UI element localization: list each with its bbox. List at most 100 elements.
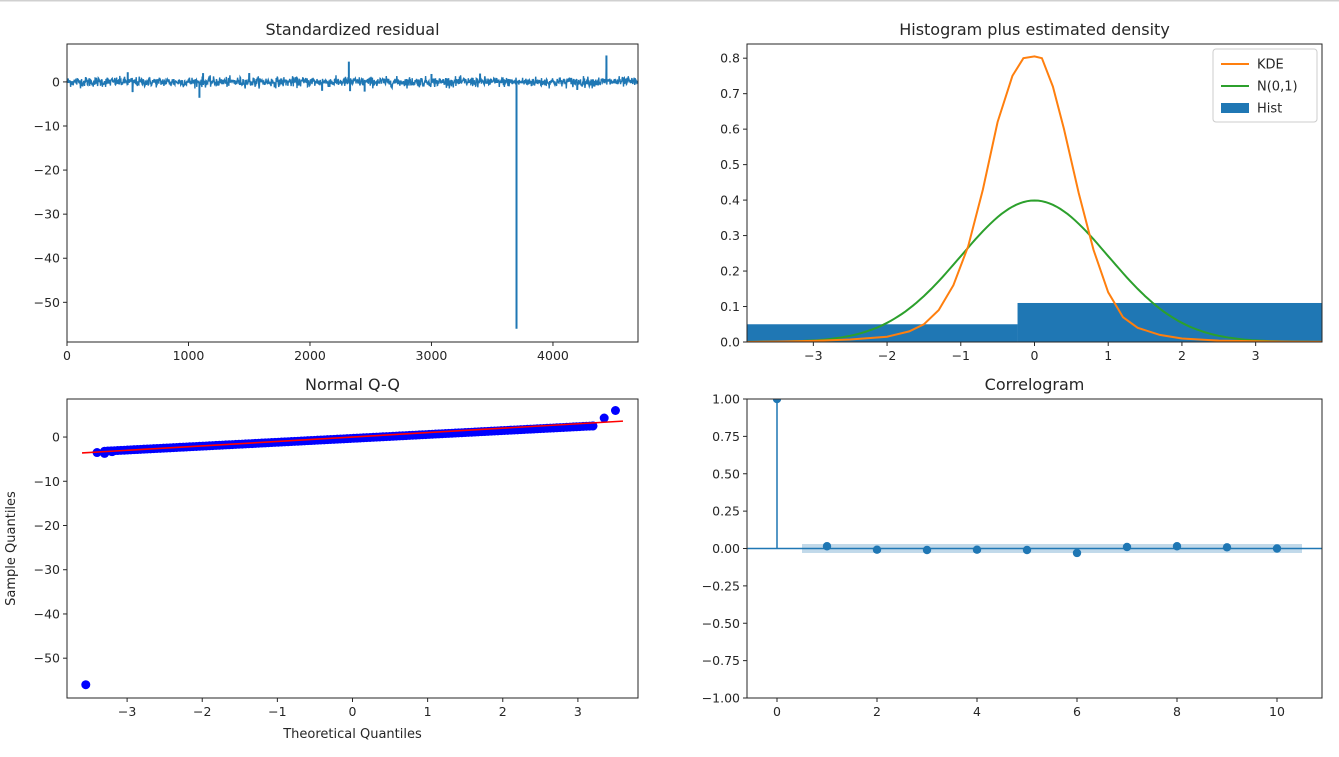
plot-frame (66, 43, 639, 343)
x-tick-label: 0 (349, 704, 357, 719)
x-tick-label: 0 (63, 348, 71, 363)
residual-line (67, 55, 638, 93)
acf-point (1272, 544, 1282, 553)
y-tick-label: 0.2 (720, 264, 740, 279)
residual-series (67, 55, 638, 329)
y-tick-label: 0.00 (712, 541, 740, 556)
x-tick-label: −3 (118, 704, 136, 719)
hist-bar (1017, 302, 1322, 342)
acf-point (922, 545, 932, 555)
qq-point (100, 448, 110, 458)
y-tick-label: 0.75 (712, 429, 740, 444)
acf-point (1072, 548, 1082, 558)
x-tick-label: 2 (873, 704, 881, 719)
x-tick-label: 2000 (294, 348, 326, 363)
normal-qq-panel: Normal Q-Q−3 −2 −1 0 1 2 30−10−20−30−40−50Theo… (4, 375, 639, 742)
y-tick-label: −50 (34, 295, 60, 310)
y-tick-label: −30 (34, 207, 60, 222)
y-tick-label: −20 (34, 163, 60, 178)
plot-frame (746, 43, 1323, 343)
qq-point (81, 680, 91, 690)
x-tick-label: 2 (1178, 348, 1186, 363)
legend-label: Hist (1257, 102, 1282, 117)
x-tick-label: 4000 (537, 348, 569, 363)
qq-point (599, 413, 609, 423)
x-tick-label: −2 (878, 348, 896, 363)
hist-bar (747, 324, 1018, 342)
chart-title: Histogram plus estimated density (899, 20, 1170, 39)
y-tick-label: 0.4 (720, 193, 740, 208)
chart-title: Normal Q-Q (305, 375, 400, 394)
chart-title: Correlogram (985, 375, 1085, 394)
acf-point (1222, 543, 1232, 552)
y-tick-label: −10 (34, 118, 60, 133)
y-tick-label: −20 (34, 518, 60, 533)
y-tick-label: 0.8 (720, 51, 740, 66)
normal-density-line (747, 199, 1322, 342)
y-tick-label: −1.00 (702, 691, 740, 706)
correlogram-panel: Correlogram 0 2 4 6 8 10 1.00 0.75 0.50 0.25 0.00 −0… (702, 375, 1323, 719)
qq-content (81, 406, 624, 690)
top-border (0, 0, 1339, 2)
y-tick-label: −40 (34, 606, 60, 621)
y-tick-label: 0.5 (720, 157, 740, 172)
x-tick-label: −1 (952, 348, 970, 363)
y-tick-label: −0.25 (702, 578, 740, 593)
x-tick-label: −2 (193, 704, 211, 719)
y-tick-label: 0.25 (712, 504, 740, 519)
kde-line (747, 55, 1322, 342)
legend: KDE N(0,1) Hist (1212, 48, 1318, 123)
legend-swatch (1221, 103, 1249, 113)
legend-label: N(0,1) (1257, 80, 1298, 95)
chart-title: Standardized residual (265, 20, 439, 39)
acf-point (872, 545, 882, 554)
y-tick-label: 0.6 (720, 122, 740, 137)
x-tick-label: 4 (973, 704, 981, 719)
qq-reference-line (81, 420, 624, 454)
x-tick-label: −1 (268, 704, 286, 719)
acf-point (972, 545, 982, 554)
standardized-residual-panel: Standardized residual 0 1000 2000 3000 4000 0 −… (34, 20, 639, 363)
acf-point (1172, 542, 1182, 551)
qq-point (610, 406, 620, 415)
y-tick-label: 0.7 (720, 86, 740, 101)
x-tick-label: 1 (1104, 348, 1112, 363)
plot-frame (66, 398, 639, 699)
x-tick-label: −3 (804, 348, 822, 363)
y-tick-label: −0.75 (702, 653, 740, 668)
y-tick-label: 1.00 (712, 392, 740, 407)
y-tick-label: 0.0 (720, 335, 740, 350)
plot-frame (746, 398, 1323, 699)
y-tick-label: −30 (34, 562, 60, 577)
histogram-density-panel: Histogram plus estimated density −3 −2 −1 0 1… (720, 20, 1323, 363)
y-tick-label: −40 (34, 251, 60, 266)
y-tick-label: 0.50 (712, 466, 740, 481)
x-tick-label: 3 (1252, 348, 1260, 363)
y-tick-label: −50 (34, 651, 60, 666)
legend-label: KDE (1257, 58, 1284, 73)
x-tick-label: 0 (773, 704, 781, 719)
y-tick-label: 0 (52, 430, 60, 445)
y-tick-label: 0 (52, 74, 60, 89)
acf-point (1122, 542, 1132, 552)
x-tick-label: 3 (574, 704, 582, 719)
x-tick-label: 1000 (173, 348, 205, 363)
x-tick-label: 10 (1269, 704, 1285, 719)
y-tick-label: 0.3 (720, 228, 740, 243)
y-tick-label: 0.1 (720, 299, 740, 314)
y-axis-label: Sample Quantiles (4, 491, 19, 606)
x-tick-label: 8 (1173, 704, 1181, 719)
density-content (747, 55, 1322, 342)
x-tick-label: 1 (424, 704, 432, 719)
y-tick-label: −10 (34, 474, 60, 489)
x-tick-label: 6 (1073, 704, 1081, 719)
x-tick-label: 2 (499, 704, 507, 719)
y-tick-label: −0.50 (702, 616, 740, 631)
acf-point (822, 542, 832, 551)
x-axis-label: Theoretical Quantiles (282, 727, 422, 742)
acf-point (1022, 545, 1032, 555)
x-tick-label: 3000 (416, 348, 448, 363)
acf-point (772, 399, 782, 404)
x-tick-label: 0 (1031, 348, 1039, 363)
